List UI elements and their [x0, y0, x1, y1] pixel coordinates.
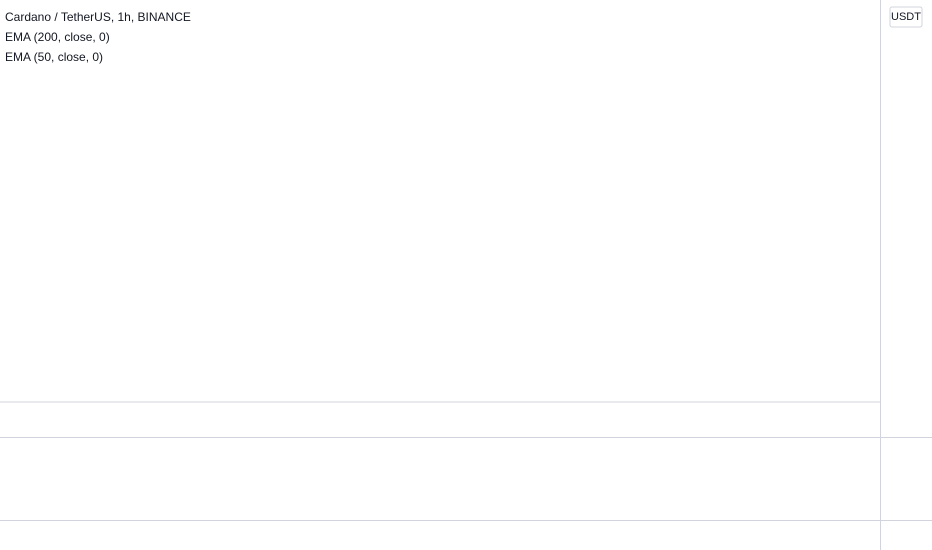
legend-entry: EMA (50, close, 0) [5, 50, 103, 64]
currency-badge[interactable] [889, 6, 923, 28]
chart-title: Cardano / TetherUS, 1h, BINANCE [5, 10, 191, 24]
currency-label: USDT [891, 11, 921, 23]
legend-entry: EMA (200, close, 0) [5, 30, 110, 44]
